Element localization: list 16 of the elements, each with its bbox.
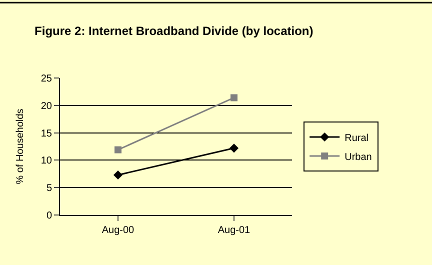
y-axis-title: % of Households	[14, 108, 26, 184]
x-tick-label: Aug-00	[102, 225, 135, 236]
x-tick-label: Aug-01	[218, 225, 251, 236]
legend-label: Urban	[344, 152, 372, 163]
y-tick-label: 10	[40, 156, 52, 167]
y-tick-label: 20	[40, 100, 52, 112]
legend-label: Rural	[344, 132, 369, 144]
point	[114, 146, 122, 154]
chart-title: Figure 2: Internet Broadband Divide (by location)	[34, 24, 314, 38]
y-tick-label: 25	[40, 74, 52, 84]
point	[229, 144, 239, 153]
point	[113, 170, 123, 180]
y-tick-label: 15	[40, 128, 52, 140]
point	[230, 94, 238, 102]
y-tick-label: 0	[46, 210, 52, 222]
y-tick-label: 5	[46, 183, 52, 194]
